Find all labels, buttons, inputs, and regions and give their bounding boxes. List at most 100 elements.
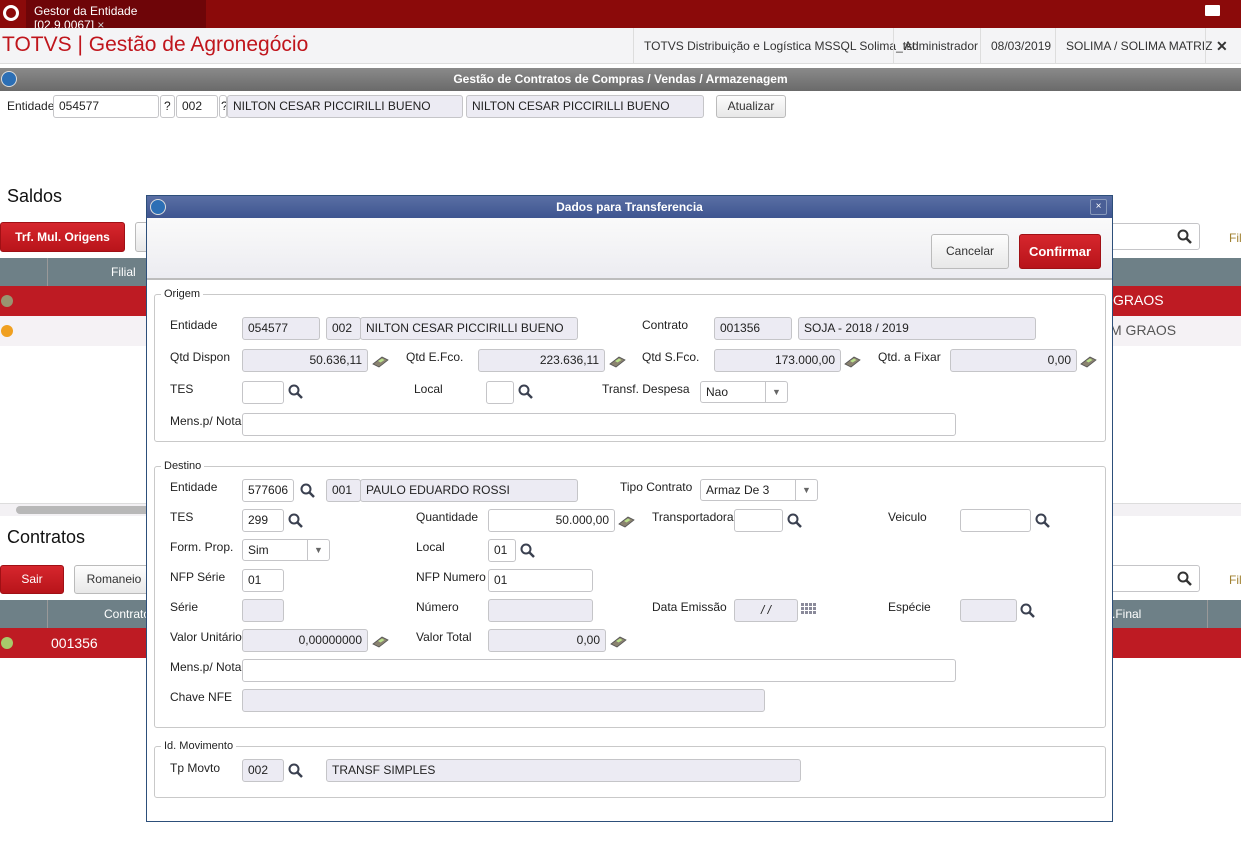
destino-tes-label: TES [170, 510, 194, 524]
saldos-filter-link[interactable]: Filt [1229, 231, 1241, 245]
entidade-input[interactable]: 054577 [53, 95, 159, 118]
form-prop-label: Form. Prop. [170, 540, 234, 554]
calculator-icon[interactable] [1079, 352, 1097, 370]
contrato-field: 001356 [714, 317, 792, 340]
quantidade-input[interactable]: 50.000,00 [488, 509, 615, 532]
quantidade-label: Quantidade [416, 510, 479, 524]
saldos-title: Saldos [7, 186, 63, 206]
origem-local-input[interactable] [486, 381, 514, 404]
origem-mens-input[interactable] [242, 413, 956, 436]
origem-tes-input[interactable] [242, 381, 284, 404]
especie-field [960, 599, 1017, 622]
search-icon[interactable] [1176, 228, 1194, 246]
search-icon[interactable] [786, 512, 804, 530]
nfp-serie-input[interactable]: 01 [242, 569, 284, 592]
search-icon[interactable] [1019, 602, 1037, 620]
form-prop-select[interactable]: Sim ▼ [242, 539, 330, 561]
atualizar-button[interactable]: Atualizar [716, 95, 786, 118]
col-filial[interactable]: Filial [111, 265, 136, 279]
tab-gestor-entidade[interactable]: Gestor da Entidade [02.9.0067] × [26, 0, 206, 32]
loja-input[interactable]: 002 [176, 95, 218, 118]
qtd-fixar-field: 0,00 [950, 349, 1077, 372]
exit-button[interactable]: ✕ E [1205, 28, 1241, 90]
destino-mens-label: Mens.p/ Nota [170, 660, 242, 674]
origem-mens-label: Mens.p/ Nota [170, 414, 242, 428]
scrollbar-thumb[interactable] [16, 506, 156, 514]
qtd-sfco-field: 173.000,00 [714, 349, 841, 372]
date: 08/03/2019 [980, 28, 1061, 64]
tp-movto-field[interactable]: 002 [242, 759, 284, 782]
calculator-icon[interactable] [617, 512, 635, 530]
top-bar [0, 0, 1241, 28]
data-emissao-label: Data Emissão [652, 600, 727, 614]
veiculo-input[interactable] [960, 509, 1031, 532]
origem-nome-field: NILTON CESAR PICCIRILLI BUENO [360, 317, 578, 340]
status-icon [1, 295, 13, 307]
confirmar-button[interactable]: Confirmar [1019, 234, 1101, 269]
chevron-down-icon[interactable]: ▼ [765, 382, 787, 402]
sair-button[interactable]: Sair [0, 565, 64, 594]
dialog-icon [150, 199, 166, 215]
transf-despesa-select[interactable]: Nao ▼ [700, 381, 788, 403]
calculator-icon[interactable] [843, 352, 861, 370]
chevron-down-icon[interactable]: ▼ [795, 480, 817, 500]
header [0, 28, 1241, 64]
search-icon[interactable] [287, 512, 305, 530]
origem-group [154, 294, 1106, 442]
transportadora-input[interactable] [734, 509, 783, 532]
entidade-label: Entidade [7, 99, 55, 113]
search-icon[interactable] [1176, 570, 1194, 588]
search-icon[interactable] [287, 762, 305, 780]
romaneio-button[interactable]: Romaneio [74, 565, 154, 594]
qtd-dispon-field: 50.636,11 [242, 349, 368, 372]
dialog-close-button[interactable]: × [1090, 199, 1107, 215]
calculator-icon[interactable] [609, 632, 627, 650]
contratos-search-input[interactable] [1100, 565, 1200, 592]
saldos-search-input[interactable] [1100, 223, 1200, 250]
numero-label: Número [416, 600, 459, 614]
destino-legend: Destino [161, 460, 205, 472]
calculator-icon[interactable] [371, 352, 389, 370]
destino-loja-field: 001 [326, 479, 361, 502]
valor-unitario-label: Valor Unitário [170, 630, 242, 644]
search-icon[interactable] [1034, 512, 1052, 530]
loja-lookup-button[interactable]: ? [219, 95, 227, 118]
destino-local-input[interactable]: 01 [488, 539, 516, 562]
transf-despesa-label: Transf. Despesa [602, 382, 690, 396]
col-final[interactable]: .Final [1112, 607, 1142, 621]
movimento-legend: Id. Movimento [161, 740, 237, 752]
nfp-serie-label: NFP Série [170, 570, 226, 584]
serie-field [242, 599, 284, 622]
close-tab-icon[interactable]: × [97, 18, 105, 32]
destino-entidade-input[interactable]: 577606 [242, 479, 294, 502]
calculator-icon[interactable] [608, 352, 626, 370]
destino-tes-input[interactable]: 299 [242, 509, 284, 532]
branch: SOLIMA / SOLIMA MATRIZ [1055, 28, 1222, 64]
col-contrato[interactable]: Contrato [104, 607, 151, 621]
valor-total-label: Valor Total [416, 630, 472, 644]
mail-icon[interactable] [1205, 5, 1220, 16]
search-icon[interactable] [517, 383, 535, 401]
contratos-filter-link[interactable]: Filt [1229, 573, 1241, 587]
chevron-down-icon[interactable]: ▼ [307, 540, 329, 560]
status-icon [1, 637, 13, 649]
search-icon[interactable] [299, 482, 317, 500]
destino-mens-input[interactable] [242, 659, 956, 682]
search-icon[interactable] [287, 383, 305, 401]
nfp-numero-input[interactable]: 01 [488, 569, 593, 592]
data-emissao-field: / / [734, 599, 798, 622]
trf-mul-origens-button[interactable]: Trf. Mul. Origens [0, 222, 125, 252]
entidade-lookup-button[interactable]: ? [160, 95, 175, 118]
calculator-icon[interactable] [371, 632, 389, 650]
tipo-contrato-select[interactable]: Armaz De 3 ▼ [700, 479, 818, 501]
especie-label: Espécie [888, 600, 931, 614]
qtd-dispon-label: Qtd Dispon [170, 350, 231, 364]
form-prop-value: Sim [248, 543, 269, 557]
search-icon[interactable] [519, 542, 537, 560]
origem-legend: Origem [161, 288, 204, 300]
calendar-icon[interactable] [801, 603, 817, 617]
qtd-efco-label: Qtd E.Fco. [406, 350, 464, 364]
cancelar-button[interactable]: Cancelar [931, 234, 1009, 269]
qtd-fixar-label: Qtd. a Fixar [878, 350, 941, 364]
entidade-name: NILTON CESAR PICCIRILLI BUENO [227, 95, 463, 118]
